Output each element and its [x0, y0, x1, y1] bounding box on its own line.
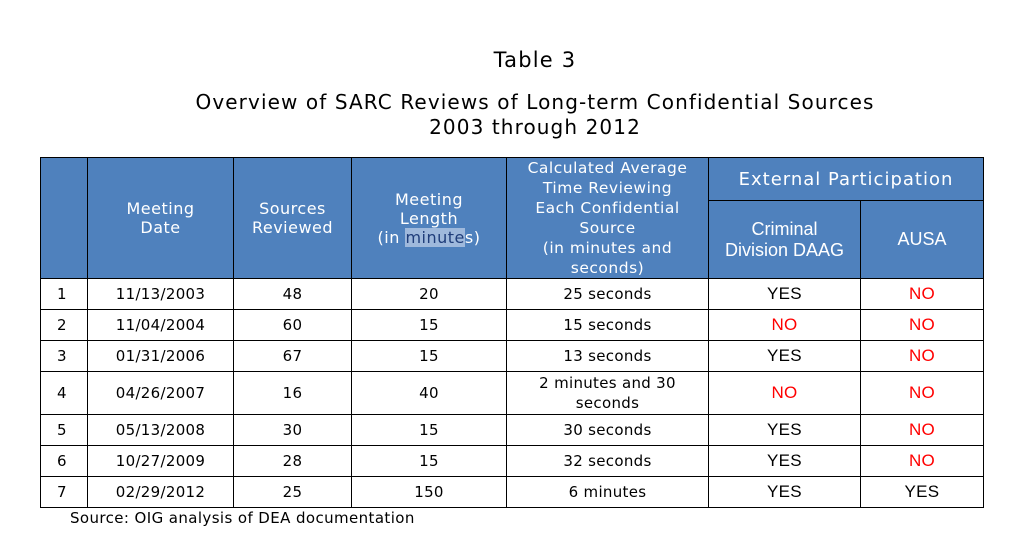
table-row: 5 05/13/2008 30 15 30 seconds YES NO [40, 414, 984, 446]
source-note: Source: OIG analysis of DEA documentatio… [70, 509, 415, 527]
cell-meeting-length: 40 [351, 371, 507, 415]
header-meeting-length: Meeting Length (in minutes) [351, 157, 507, 279]
cell-meeting-date: 11/13/2003 [87, 278, 234, 310]
cell-ausa: NO [860, 371, 984, 415]
cell-row-number: 6 [40, 445, 88, 477]
cell-row-number: 4 [40, 371, 88, 415]
cell-meeting-length: 15 [351, 309, 507, 341]
header-meeting-date: Meeting Date [87, 157, 234, 279]
cell-ausa: NO [860, 340, 984, 372]
cell-meeting-date: 11/04/2004 [87, 309, 234, 341]
cell-meeting-date: 01/31/2006 [87, 340, 234, 372]
cell-average-time: 2 minutes and 30 seconds [506, 371, 709, 415]
header-average-time: Calculated Average Time Reviewing Each C… [506, 157, 709, 279]
cell-meeting-length: 15 [351, 445, 507, 477]
cell-row-number: 3 [40, 340, 88, 372]
cell-row-number: 2 [40, 309, 88, 341]
cell-row-number: 5 [40, 414, 88, 446]
table-row: 6 10/27/2009 28 15 32 seconds YES NO [40, 445, 984, 477]
cell-meeting-date: 10/27/2009 [87, 445, 234, 477]
cell-meeting-date: 05/13/2008 [87, 414, 234, 446]
title-line-2: 2003 through 2012 [429, 115, 641, 139]
cell-ausa: NO [860, 309, 984, 341]
table-label: Table 3 [493, 48, 577, 72]
cell-row-number: 7 [40, 476, 88, 508]
cell-row-number: 1 [40, 278, 88, 310]
title-line-1: Overview of SARC Reviews of Long-term Co… [195, 90, 875, 114]
table-row: 1 11/13/2003 48 20 25 seconds YES NO [40, 278, 984, 310]
cell-average-time: 13 seconds [506, 340, 709, 372]
cell-meeting-length: 150 [351, 476, 507, 508]
cell-ausa: YES [860, 476, 984, 508]
cell-criminal-division-daag: YES [708, 340, 861, 372]
cell-average-time: 25 seconds [506, 278, 709, 310]
cell-average-time: 6 minutes [506, 476, 709, 508]
cell-meeting-date: 04/26/2007 [87, 371, 234, 415]
cell-average-time: 15 seconds [506, 309, 709, 341]
cell-meeting-length: 20 [351, 278, 507, 310]
cell-sources-reviewed: 30 [233, 414, 352, 446]
cell-average-time: 32 seconds [506, 445, 709, 477]
cell-ausa: NO [860, 414, 984, 446]
cell-meeting-date: 02/29/2012 [87, 476, 234, 508]
cell-sources-reviewed: 16 [233, 371, 352, 415]
cell-criminal-division-daag: NO [708, 371, 861, 415]
table-row: 3 01/31/2006 67 15 13 seconds YES NO [40, 340, 984, 372]
cell-meeting-length: 15 [351, 340, 507, 372]
header-row-number [40, 157, 88, 279]
cell-sources-reviewed: 67 [233, 340, 352, 372]
cell-ausa: NO [860, 445, 984, 477]
cell-sources-reviewed: 48 [233, 278, 352, 310]
cell-average-time: 30 seconds [506, 414, 709, 446]
cell-criminal-division-daag: YES [708, 445, 861, 477]
cell-criminal-division-daag: YES [708, 476, 861, 508]
cell-sources-reviewed: 28 [233, 445, 352, 477]
cell-criminal-division-daag: YES [708, 278, 861, 310]
cell-sources-reviewed: 60 [233, 309, 352, 341]
cell-criminal-division-daag: NO [708, 309, 861, 341]
highlighted-text: minute [405, 227, 465, 247]
sarc-reviews-table: Meeting Date Sources Reviewed Meeting Le… [40, 156, 984, 508]
cell-meeting-length: 15 [351, 414, 507, 446]
table-row: 7 02/29/2012 25 150 6 minutes YES YES [40, 476, 984, 508]
table-row: 4 04/26/2007 16 40 2 minutes and 30 seconds NO… [40, 371, 984, 415]
cell-sources-reviewed: 25 [233, 476, 352, 508]
table-title: Overview of SARC Reviews of Long-term Co… [0, 90, 1024, 140]
header-external-participation: External Participation [708, 156, 984, 202]
header-ausa: AUSA [860, 200, 984, 279]
cell-ausa: NO [860, 278, 984, 310]
cell-criminal-division-daag: YES [708, 414, 861, 446]
header-criminal-division-daag: Criminal Division DAAG [708, 200, 861, 279]
header-sources-reviewed: Sources Reviewed [233, 157, 352, 279]
table-row: 2 11/04/2004 60 15 15 seconds NO NO [40, 309, 984, 341]
